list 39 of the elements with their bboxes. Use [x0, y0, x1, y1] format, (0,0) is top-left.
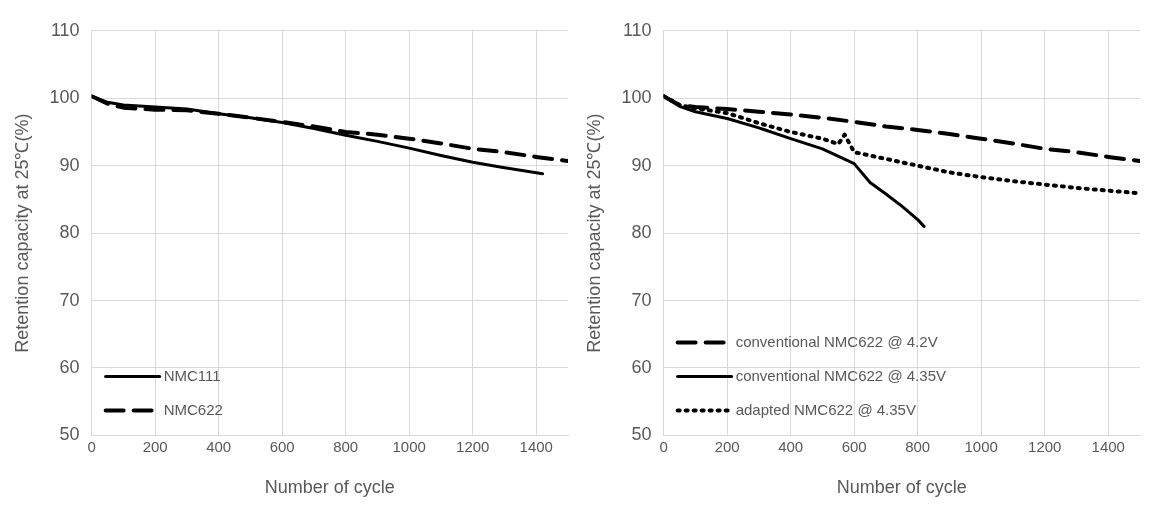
y-tick-label: 90	[631, 154, 652, 175]
x-tick-label: 600	[841, 437, 867, 455]
y-tick-label: 100	[621, 87, 652, 108]
x-tick-label: 1200	[1028, 437, 1062, 455]
x-tick-label: 0	[659, 437, 668, 455]
y-axis-title: Retention capacity at 25℃(%)	[11, 113, 32, 353]
x-tick-label: 1200	[456, 437, 490, 455]
y-tick-label: 50	[59, 424, 80, 445]
y-tick-label: 70	[631, 289, 652, 310]
legend-label: NMC111	[163, 366, 221, 384]
x-axis-title: Number of cycle	[264, 477, 395, 498]
y-tick-label: 80	[59, 222, 80, 243]
x-tick-label: 800	[333, 437, 359, 455]
x-tick-label: 400	[778, 437, 804, 455]
legend-label: conventional NMC622 @ 4.2V	[735, 332, 938, 350]
y-tick-label: 100	[49, 87, 80, 108]
y-tick-label: 60	[59, 356, 80, 377]
x-tick-label: 200	[714, 437, 740, 455]
x-tick-label: 800	[905, 437, 931, 455]
x-tick-label: 0	[87, 437, 96, 455]
legend-label: adapted NMC622 @ 4.35V	[735, 400, 916, 418]
y-tick-label: 110	[50, 19, 80, 40]
x-tick-label: 1400	[519, 437, 553, 455]
y-tick-label: 90	[59, 154, 80, 175]
y-tick-label: 70	[59, 289, 80, 310]
x-tick-label: 1400	[1091, 437, 1125, 455]
x-tick-label: 1000	[392, 437, 426, 455]
legend-label: conventional NMC622 @ 4.35V	[735, 366, 946, 384]
y-tick-label: 80	[631, 222, 652, 243]
x-axis-title: Number of cycle	[836, 477, 967, 498]
x-tick-label: 600	[269, 437, 295, 455]
y-tick-label: 50	[631, 424, 652, 445]
y-tick-label: 60	[631, 356, 652, 377]
x-tick-label: 400	[206, 437, 232, 455]
x-tick-label: 1000	[964, 437, 998, 455]
x-tick-label: 200	[142, 437, 168, 455]
y-tick-label: 110	[622, 19, 652, 40]
y-axis-title: Retention capacity at 25℃(%)	[583, 113, 604, 353]
legend-label: NMC622	[163, 400, 223, 418]
